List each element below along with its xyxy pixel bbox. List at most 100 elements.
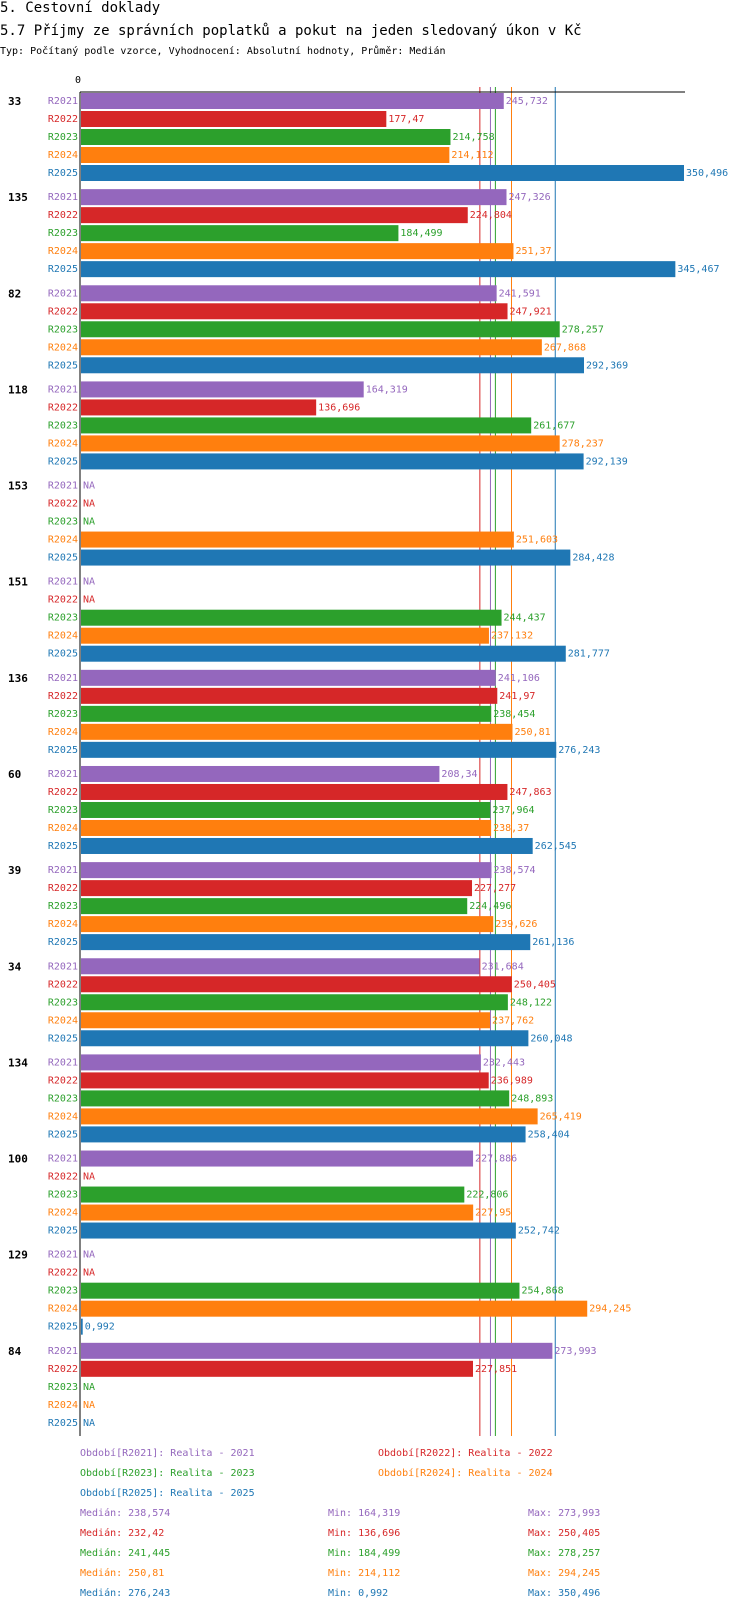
bar-r2023 (81, 898, 468, 915)
labels-layer: 33 R2021 245,732 R2022 177,47 R2023 214,758 R20… (8, 95, 728, 1429)
bar-r2021 (81, 765, 440, 782)
value-label: 244,437 (504, 613, 546, 624)
bar-r2023 (81, 801, 491, 818)
stat-max-r2021: Max: 273,993 (528, 1508, 600, 1519)
stat-min-r2022: Min: 136,696 (328, 1528, 400, 1539)
series-label: R2025 (48, 649, 78, 660)
bar-r2024 (81, 819, 492, 836)
chart-caption: Typ: Počítaný podle vzorce, Vyhodnocení:… (0, 45, 446, 57)
series-label: R2023 (48, 132, 78, 143)
value-label: 0,992 (85, 1322, 115, 1333)
bar-r2025 (81, 1126, 526, 1143)
series-label: R2023 (48, 1286, 78, 1297)
na-label: NA (83, 1382, 95, 1393)
value-label: 262,545 (535, 841, 577, 852)
bar-r2023 (81, 225, 399, 242)
value-label: 241,106 (498, 673, 540, 684)
value-label: 227,886 (475, 1154, 517, 1165)
bar-r2024 (81, 1012, 491, 1029)
na-label: NA (83, 595, 95, 606)
series-label: R2021 (48, 288, 78, 299)
series-label: R2023 (48, 228, 78, 239)
bar-r2022 (81, 399, 317, 416)
value-label: 261,136 (532, 937, 574, 948)
bar-r2021 (81, 669, 496, 686)
bar-r2021 (81, 862, 492, 879)
bar-r2021 (81, 285, 497, 302)
series-label: R2022 (48, 595, 78, 606)
group-label: 118 (8, 383, 28, 396)
series-label: R2023 (48, 613, 78, 624)
bar-r2022 (81, 880, 473, 897)
value-label: 224,496 (469, 901, 511, 912)
value-label: 227,95 (475, 1208, 511, 1219)
series-label: R2023 (48, 517, 78, 528)
bar-r2024 (81, 723, 513, 740)
bar-r2025 (81, 357, 584, 374)
bar-r2021 (81, 189, 507, 206)
series-label: R2022 (48, 402, 78, 413)
chart-subtitle: 5.7 Příjmy ze správních poplatků a pokut… (0, 23, 582, 39)
series-label: R2021 (48, 865, 78, 876)
bar-r2022 (81, 1072, 489, 1089)
bar-r2021 (81, 1342, 553, 1359)
group-label: 60 (8, 768, 21, 781)
chart-title: 5. Cestovní doklady (0, 0, 160, 16)
value-label: 237,964 (492, 805, 534, 816)
stat-median-r2023: Medián: 241,445 (80, 1547, 170, 1559)
series-label: R2022 (48, 499, 78, 510)
value-label: 245,732 (506, 96, 548, 107)
group-label: 39 (8, 864, 21, 877)
series-label: R2025 (48, 1129, 78, 1140)
bar-r2024 (81, 243, 514, 260)
value-label: 292,139 (586, 456, 628, 467)
value-label: 227,851 (475, 1364, 517, 1375)
bars-layer (81, 93, 684, 1377)
bar-r2021 (81, 381, 364, 398)
value-label: 184,499 (400, 228, 442, 239)
value-label: 232,443 (483, 1057, 525, 1068)
value-label: 248,122 (510, 997, 552, 1008)
value-label: 251,37 (515, 246, 551, 257)
value-label: 247,326 (509, 192, 551, 203)
value-label: 267,868 (544, 342, 586, 353)
stat-max-r2023: Max: 278,257 (528, 1548, 600, 1559)
bar-r2025 (81, 165, 684, 181)
series-label: R2024 (48, 1111, 78, 1122)
value-label: 350,496 (686, 168, 728, 179)
bar-r2025 (81, 1222, 516, 1239)
value-label: 265,419 (540, 1111, 582, 1122)
legend-entry-r2025: Období[R2025]: Realita - 2025 (80, 1487, 255, 1499)
bar-r2024 (81, 916, 494, 933)
group-label: 135 (8, 191, 28, 204)
bar-r2023 (81, 705, 492, 722)
value-label: 237,132 (491, 631, 533, 642)
value-label: 247,863 (509, 787, 551, 798)
value-label: 214,758 (452, 132, 494, 143)
value-label: 238,454 (493, 709, 535, 720)
bar-r2022 (81, 1360, 473, 1377)
value-label: 239,626 (495, 919, 537, 930)
stat-max-r2025: Max: 350,496 (528, 1588, 600, 1599)
value-label: 284,428 (572, 553, 614, 564)
series-label: R2024 (48, 535, 78, 546)
value-label: 273,993 (554, 1346, 596, 1357)
series-label: R2021 (48, 577, 78, 588)
na-label: NA (83, 481, 95, 492)
bar-r2024 (81, 435, 560, 452)
value-label: 345,467 (677, 264, 719, 275)
series-label: R2023 (48, 709, 78, 720)
series-label: R2024 (48, 823, 78, 834)
series-label: R2024 (48, 727, 78, 738)
value-label: 281,777 (568, 649, 610, 660)
bar-r2025 (81, 934, 531, 951)
bar-r2023 (81, 321, 560, 338)
bar-r2024 (81, 1108, 538, 1125)
series-label: R2021 (48, 192, 78, 203)
stat-max-r2022: Max: 250,405 (528, 1528, 600, 1539)
value-label: 292,369 (586, 360, 628, 371)
value-label: 251,603 (516, 535, 558, 546)
bar-r2024 (81, 1300, 588, 1317)
value-label: 294,245 (589, 1304, 631, 1315)
value-label: 227,277 (474, 883, 516, 894)
